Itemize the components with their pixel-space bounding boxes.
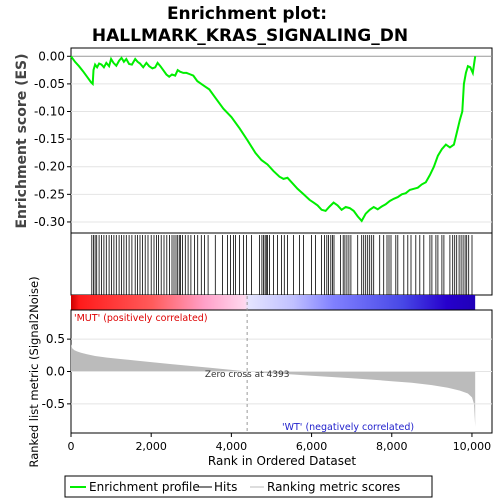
es-y-tick-label: -0.15 [34, 132, 65, 146]
es-panel-frame [70, 47, 493, 234]
metric-panel: 0.5 0.0 -0.5 Zero cross at 4393 'MUT' (pos… [27, 276, 493, 468]
chart-title-line1: Enrichment plot: [167, 4, 327, 24]
metric-y-tick-label: 0.5 [46, 332, 65, 346]
x-tick-label: 4,000 [216, 440, 248, 453]
x-tick-label: 10,000 [453, 440, 492, 453]
hits-panel [70, 232, 493, 296]
legend-enrichment-label: Enrichment profile [89, 480, 200, 494]
x-axis-label: Rank in Ordered Dataset [208, 454, 356, 468]
hit-lines [91, 235, 473, 295]
legend-metric-label: Ranking metric scores [267, 480, 400, 494]
enrichment-profile-line [70, 55, 477, 223]
x-tick-label: 6,000 [296, 440, 328, 453]
es-y-tick-label: 0.00 [38, 49, 65, 63]
es-y-ticks: 0.00 -0.05 -0.10 -0.15 -0.20 -0.25 -0.30 [34, 49, 71, 229]
x-axis: 0 2,000 4,000 6,000 8,000 10,000 [68, 433, 492, 453]
x-tick-label: 2,000 [135, 440, 167, 453]
legend-frame [64, 475, 433, 498]
metric-y-axis-label: Ranked list metric (Signal2Noise) [27, 276, 41, 467]
x-tick-label: 8,000 [376, 440, 408, 453]
legend: Enrichment profile Hits Ranking metric s… [64, 475, 433, 498]
es-y-tick-label: -0.05 [34, 77, 65, 91]
metric-y-ticks: 0.5 0.0 -0.5 [42, 332, 71, 411]
metric-y-tick-label: 0.0 [46, 365, 65, 379]
es-panel: 0.00 -0.05 -0.10 -0.15 -0.20 -0.25 -0.30 Enric… [14, 47, 493, 234]
legend-hits-label: Hits [214, 480, 237, 494]
es-y-tick-label: -0.25 [34, 187, 65, 201]
zero-cross-label: Zero cross at 4393 [205, 370, 290, 380]
es-gridlines [71, 55, 492, 223]
rank-colorbar [71, 295, 476, 310]
es-y-tick-label: -0.30 [34, 215, 65, 229]
colorbar-gradient [71, 295, 476, 310]
ranking-metric-area [71, 344, 476, 427]
es-y-tick-label: -0.20 [34, 160, 65, 174]
metric-gridlines [71, 338, 492, 405]
metric-y-tick-label: -0.5 [42, 397, 65, 411]
chart-title-line2: HALLMARK_KRAS_SIGNALING_DN [92, 26, 408, 46]
x-tick-label: 0 [68, 440, 75, 453]
es-y-tick-label: -0.10 [34, 105, 65, 119]
es-y-axis-label: Enrichment score (ES) [14, 53, 30, 228]
negative-correlation-label: 'WT' (negatively correlated) [282, 422, 414, 433]
positive-correlation-label: 'MUT' (positively correlated) [74, 313, 208, 324]
